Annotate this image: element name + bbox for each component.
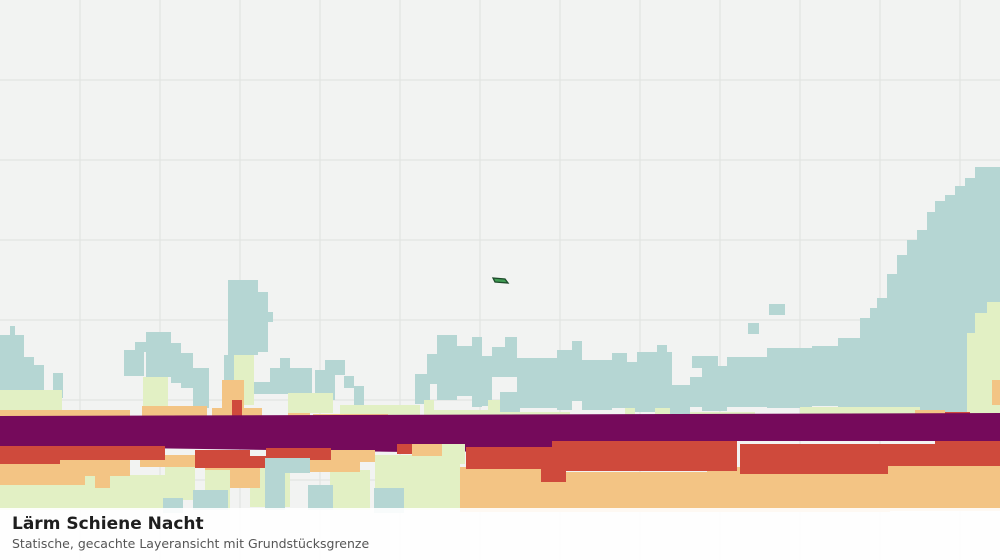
noise-zone-very-high: [0, 413, 1000, 452]
panel-subtitle: Statische, gecachte Layeransicht mit Gru…: [12, 536, 369, 551]
panel-title: Lärm Schiene Nacht: [12, 514, 204, 534]
parcel-boundary: [491, 277, 510, 284]
noise-zone-low: [0, 167, 1000, 422]
noise-zone-high-south: [0, 441, 1000, 482]
info-panel: [0, 508, 1000, 560]
noise-zone-low-south: [163, 458, 404, 513]
noise-zone-medium-south: [0, 444, 1000, 512]
